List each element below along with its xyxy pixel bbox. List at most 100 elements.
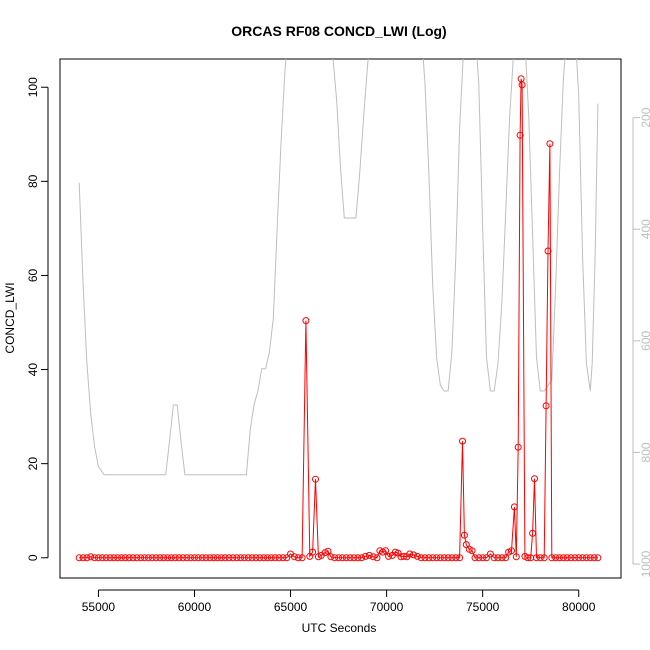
y-tick-label: 60: [26, 268, 40, 282]
x-axis-label: UTC Seconds: [302, 621, 377, 635]
plot-area: [59, 58, 622, 579]
concd-point: [502, 554, 510, 562]
concd-point: [413, 552, 421, 560]
concd-point: [110, 554, 118, 562]
concd-point: [494, 554, 502, 562]
concd-point: [425, 554, 433, 562]
concd-point: [144, 554, 152, 562]
concd-point: [175, 554, 183, 562]
concd-point: [552, 554, 560, 562]
x-axis: 55000 60000 65000 70000 75000 80000: [82, 589, 596, 614]
concd-point: [512, 553, 520, 561]
concd-point: [133, 554, 141, 562]
concd-point: [194, 554, 202, 562]
y2-tick-label: 200: [639, 107, 650, 127]
concd-point: [179, 554, 187, 562]
chart-title: ORCAS RF08 CONCD_LWI (Log): [231, 23, 446, 39]
y-tick-label: 80: [26, 174, 40, 188]
concd-point: [444, 554, 452, 562]
concd-point: [579, 554, 587, 562]
concd-point: [244, 554, 252, 562]
concd-point: [141, 554, 148, 562]
y2-tick-label: 600: [639, 330, 650, 350]
concd-point: [302, 317, 310, 325]
concd-point: [331, 554, 339, 562]
concd-point: [490, 554, 498, 562]
concd-point: [410, 551, 417, 559]
concd-point: [187, 554, 195, 562]
concd-point: [518, 81, 526, 89]
concd-point: [202, 554, 210, 562]
concd-point: [309, 548, 317, 556]
concd-point: [508, 547, 515, 555]
concd-point: [294, 554, 302, 562]
x-tick-label: 60000: [178, 600, 212, 614]
concd-point: [198, 554, 206, 562]
y2-tick-label: 1000: [639, 550, 650, 577]
concd-point: [533, 554, 540, 562]
concd-point: [233, 554, 241, 562]
concd-point: [440, 554, 448, 562]
concd-point: [327, 553, 335, 561]
concd-point: [582, 554, 590, 562]
y2-tick-label: 400: [639, 219, 650, 239]
concd-point: [183, 554, 191, 562]
concd-point: [362, 552, 369, 560]
concd-point: [167, 554, 175, 562]
concd-point: [400, 552, 408, 560]
concd-point: [298, 554, 306, 562]
concd-point: [571, 554, 579, 562]
concd-point: [429, 554, 437, 562]
concd-point: [237, 554, 245, 562]
concd-point: [460, 531, 468, 539]
y-axis-label: CONCD_LWI: [3, 282, 17, 353]
concd-point: [264, 554, 271, 562]
concd-point: [240, 554, 248, 562]
concd-point: [586, 554, 594, 562]
x-tick-label: 65000: [274, 600, 308, 614]
concd-point: [350, 554, 358, 562]
concd-point: [417, 554, 425, 562]
pressure-line: [78, 59, 599, 476]
concd-point: [436, 554, 444, 562]
concd-point: [338, 554, 346, 562]
concd-point: [118, 554, 125, 562]
concd-point: [531, 475, 538, 483]
concd-point: [452, 554, 460, 562]
concd-point: [556, 554, 563, 562]
concd-point: [365, 551, 373, 559]
y-tick-label: 20: [26, 457, 40, 471]
concd-point: [483, 554, 490, 562]
concd-point: [342, 554, 350, 562]
concd-point: [546, 140, 554, 148]
concd-point: [279, 554, 287, 562]
concd-point: [475, 554, 483, 562]
concd-point: [252, 554, 260, 562]
x-tick-label: 75000: [466, 600, 500, 614]
concd-point: [114, 554, 122, 562]
concd-point: [217, 554, 225, 562]
concd-point: [559, 554, 567, 562]
concd-point: [324, 547, 332, 555]
y2-axis: 200 400 600 800 1000: [632, 107, 650, 577]
concd-point: [214, 554, 221, 562]
concd-point: [382, 547, 390, 555]
concd-point: [542, 402, 550, 410]
concd-point: [312, 475, 319, 483]
concd-point: [514, 443, 522, 451]
concd-point: [567, 554, 575, 562]
concd-point: [171, 554, 179, 562]
concd-point: [479, 554, 487, 562]
concd-point: [421, 554, 429, 562]
concd-point: [536, 554, 544, 562]
concd-point: [121, 554, 129, 562]
concd-point: [373, 554, 381, 562]
concd-point: [129, 554, 137, 562]
concd-point: [516, 131, 524, 139]
concd-point: [385, 552, 392, 560]
concd-point: [456, 554, 464, 562]
concd-point: [524, 554, 532, 562]
concd-point: [498, 554, 506, 562]
x-tick-label: 80000: [562, 600, 596, 614]
concd-point: [148, 554, 156, 562]
